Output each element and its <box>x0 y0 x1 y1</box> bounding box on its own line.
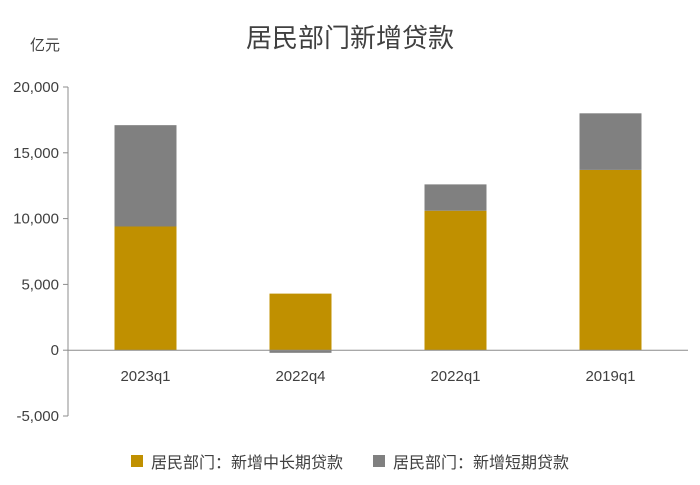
legend-item-long-term: 居民部门：新增中长期贷款 <box>130 449 343 473</box>
legend: 居民部门：新增中长期贷款 居民部门：新增短期贷款 <box>0 449 700 473</box>
y-tick-label: 20,000 <box>13 79 59 96</box>
x-tick-label: 2019q1 <box>585 368 635 385</box>
y-tick-label: -5,000 <box>16 408 59 425</box>
bar-short-term-2019q1 <box>579 113 642 170</box>
y-tick-label: 15,000 <box>13 145 59 162</box>
bar-short-term-2022q1 <box>424 184 487 211</box>
legend-label-short-term: 居民部门：新增短期贷款 <box>393 453 570 472</box>
y-tick-label: 10,000 <box>13 211 59 228</box>
bar-long-term-2022q1 <box>424 210 487 351</box>
bar-long-term-2023q1 <box>114 226 177 351</box>
bar-long-term-2022q4 <box>269 293 332 351</box>
bar-long-term-2019q1 <box>579 169 642 351</box>
bar-short-term-2023q1 <box>114 125 177 227</box>
y-axis-unit-label: 亿元 <box>30 36 61 54</box>
x-tick-label: 2022q4 <box>275 368 325 385</box>
legend-item-short-term: 居民部门：新增短期贷款 <box>373 449 569 473</box>
y-tick-label: 0 <box>51 342 59 359</box>
y-tick-label: 5,000 <box>21 276 59 293</box>
legend-label-long-term: 居民部门：新增中长期贷款 <box>150 453 343 472</box>
chart-title: 居民部门新增贷款 <box>245 24 454 54</box>
bar-short-term-2022q4 <box>269 350 332 353</box>
x-tick-label: 2023q1 <box>120 368 170 385</box>
x-tick-label: 2022q1 <box>430 368 480 385</box>
legend-swatch-long-term <box>130 455 143 467</box>
legend-swatch-short-term <box>373 455 385 467</box>
